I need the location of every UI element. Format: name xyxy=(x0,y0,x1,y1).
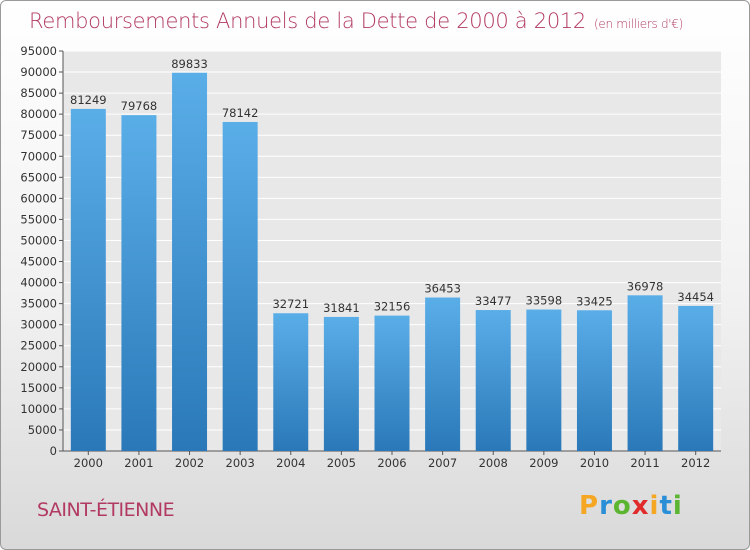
data-label: 89833 xyxy=(171,57,208,71)
logo-letter: P xyxy=(579,491,600,521)
bar xyxy=(576,310,612,451)
y-tick-label: 50000 xyxy=(20,233,57,247)
bar xyxy=(273,313,309,451)
y-tick-label: 25000 xyxy=(20,339,57,353)
logo-letter: i xyxy=(672,491,683,521)
x-tick-label: 2006 xyxy=(377,456,406,470)
x-tick-label: 2004 xyxy=(276,456,305,470)
data-label: 79768 xyxy=(121,99,158,113)
y-tick-label: 75000 xyxy=(20,128,57,142)
x-tick-label: 2010 xyxy=(580,456,609,470)
y-tick-label: 0 xyxy=(50,444,57,458)
chart-title: Remboursements Annuels de la Dette de 20… xyxy=(29,9,683,33)
y-tick-label: 55000 xyxy=(20,212,57,226)
bar xyxy=(475,310,511,451)
bar xyxy=(374,315,410,451)
unit-label: (en milliers d'€) xyxy=(594,17,684,31)
bar xyxy=(222,121,258,452)
y-tick-label: 30000 xyxy=(20,318,57,332)
logo-letter: i xyxy=(649,491,660,521)
y-tick-label: 20000 xyxy=(20,360,57,374)
bar xyxy=(172,72,208,451)
data-label: 36978 xyxy=(627,279,664,293)
proxiti-logo: Proxiti xyxy=(579,491,683,521)
data-label: 78142 xyxy=(222,106,259,120)
title-text: Remboursements Annuels de la Dette de 20… xyxy=(29,9,586,33)
data-label: 33477 xyxy=(475,294,512,308)
bar xyxy=(70,108,106,451)
y-tick-label: 60000 xyxy=(20,191,57,205)
y-tick-label: 70000 xyxy=(20,149,57,163)
y-tick-label: 15000 xyxy=(20,381,57,395)
logo-letter: r xyxy=(599,491,613,521)
x-tick-label: 2001 xyxy=(124,456,153,470)
y-tick-label: 95000 xyxy=(20,44,57,58)
x-tick-label: 2011 xyxy=(630,456,659,470)
logo-letter: o xyxy=(612,491,632,521)
bar xyxy=(678,305,714,451)
bar xyxy=(526,309,562,451)
x-tick-label: 2002 xyxy=(175,456,204,470)
x-tick-label: 2009 xyxy=(529,456,558,470)
data-label: 34454 xyxy=(677,290,714,304)
bar xyxy=(323,316,359,451)
data-label: 32721 xyxy=(272,297,309,311)
y-tick-label: 10000 xyxy=(20,402,57,416)
data-label: 32156 xyxy=(374,300,411,314)
data-label: 33598 xyxy=(526,294,563,308)
logo-letter: t xyxy=(659,491,673,521)
y-tick-label: 90000 xyxy=(20,65,57,79)
x-tick-label: 2005 xyxy=(327,456,356,470)
x-tick-label: 2012 xyxy=(681,456,710,470)
y-tick-label: 5000 xyxy=(28,423,57,437)
y-tick-label: 85000 xyxy=(20,86,57,100)
y-tick-label: 65000 xyxy=(20,170,57,184)
y-tick-label: 80000 xyxy=(20,107,57,121)
bar xyxy=(627,295,663,451)
logo-letter: x xyxy=(631,491,650,521)
data-label: 36453 xyxy=(424,282,461,296)
bar xyxy=(121,115,157,451)
x-tick-label: 2007 xyxy=(428,456,457,470)
data-label: 31841 xyxy=(323,301,360,315)
x-tick-label: 2000 xyxy=(74,456,103,470)
data-label: 33425 xyxy=(576,294,613,308)
x-tick-label: 2003 xyxy=(226,456,255,470)
city-name: SAINT-ÉTIENNE xyxy=(37,499,175,521)
y-tick-label: 35000 xyxy=(20,297,57,311)
x-tick-label: 2008 xyxy=(479,456,508,470)
y-tick-label: 40000 xyxy=(20,276,57,290)
bar xyxy=(425,297,461,451)
data-label: 81249 xyxy=(70,93,107,107)
y-tick-label: 45000 xyxy=(20,255,57,269)
